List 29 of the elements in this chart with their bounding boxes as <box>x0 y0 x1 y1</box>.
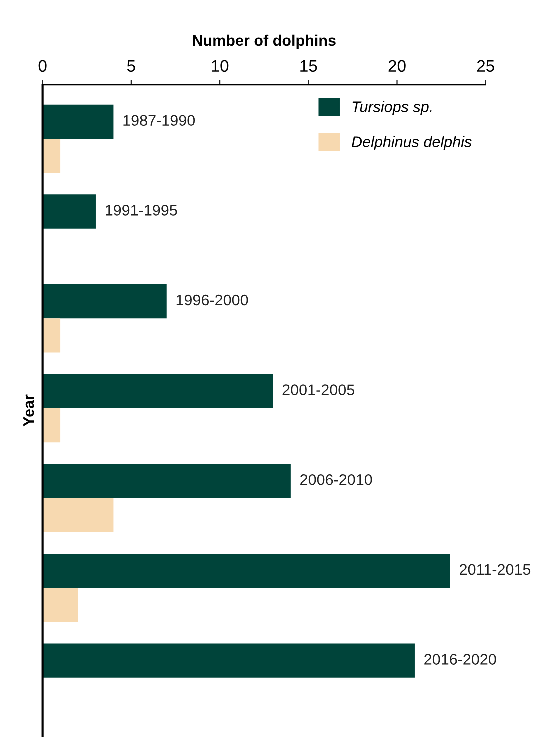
y-tick-label: 1991-1995 <box>106 205 178 216</box>
x-tick-label: 0 <box>38 60 47 72</box>
x-tick-label: 20 <box>388 60 406 72</box>
x-tick-label: 25 <box>477 60 494 72</box>
bar <box>42 318 61 353</box>
bar <box>42 498 114 532</box>
x-tick-label: 10 <box>212 60 229 72</box>
bar <box>42 644 415 678</box>
y-tick-label: 2001-2005 <box>282 384 354 396</box>
bar <box>42 138 61 174</box>
y-axis-title: Year <box>24 394 34 427</box>
bar <box>42 374 274 408</box>
legend-label: Tursiops sp. <box>352 101 432 116</box>
x-tick-label: 5 <box>127 60 136 72</box>
y-tick-label: 1996-2000 <box>176 294 248 306</box>
y-tick-label: 2006-2010 <box>300 474 372 486</box>
bar <box>42 104 114 139</box>
x-tick-label: 15 <box>300 60 318 72</box>
bar <box>42 464 291 498</box>
y-tick-label: 2016-2020 <box>424 654 496 665</box>
y-tick-label: 1987-1990 <box>124 115 196 126</box>
bar <box>42 284 167 319</box>
bar <box>42 408 61 443</box>
bar <box>42 554 450 588</box>
y-tick-label: 2011-2015 <box>460 564 531 576</box>
bar <box>42 588 78 622</box>
bar <box>42 194 96 229</box>
x-axis-title: Number of dolphins <box>193 34 336 50</box>
legend-label: Delphinus delphis <box>352 136 472 150</box>
